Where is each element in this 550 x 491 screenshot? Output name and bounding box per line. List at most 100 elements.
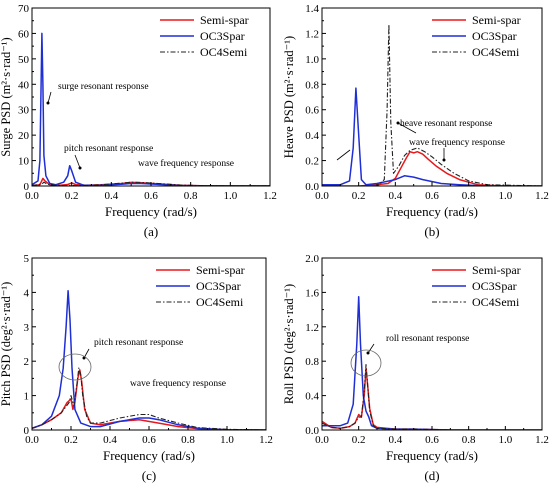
x-tick-label: 1.0: [498, 190, 512, 202]
x-tick-label: 0.2: [352, 190, 366, 202]
legend-oc3spar-label: OC3Spar: [472, 279, 517, 293]
annotation-arrowhead: [366, 351, 370, 355]
x-axis-title: Frequency (rad/s): [105, 204, 197, 219]
y-tick-label: 5: [24, 253, 30, 265]
x-axis-title: Frequency (rad/s): [103, 448, 195, 463]
legend-oc3spar-label: OC3Spar: [472, 29, 517, 43]
y-tick-label: 1.2: [305, 28, 319, 40]
y-tick-label: 2.0: [305, 253, 319, 265]
x-axis-title: Frequency (rad/s): [386, 204, 478, 219]
x-tick-label: 0.0: [25, 190, 39, 202]
annotation-leader: [47, 91, 52, 104]
series-oc4semi: [322, 23, 542, 186]
annotation-text: wave frequency response: [130, 378, 226, 389]
legend-oc3spar-label: OC3Spar: [200, 29, 245, 43]
x-tick-label: 0.0: [25, 434, 39, 446]
annotation-arrowhead: [396, 121, 400, 125]
x-tick-label: 0.2: [64, 434, 78, 446]
y-axis-title: Pitch PSD (deg²·s·rad⁻¹): [0, 282, 13, 407]
annotation-leader: [336, 149, 351, 161]
y-axis-title: Surge PSD (m²·s·rad⁻¹): [0, 37, 13, 156]
y-tick-label: 2: [24, 356, 30, 368]
y-tick-label: 50: [18, 54, 30, 66]
annotation-arrowhead: [82, 356, 86, 360]
legend-oc3spar-label: OC3Spar: [196, 279, 241, 293]
annotation-leader: [74, 154, 81, 169]
x-tick-label: 0.8: [184, 190, 198, 202]
y-tick-label: 10: [18, 156, 30, 168]
series-oc3spar: [32, 32, 270, 186]
chart-panel-2: 0.0 0.2 0.4 0.6 0.8 1.0 1.2 0.0 0.2 0.4 0.6 0.8 1.0 1…: [282, 3, 549, 239]
annotation-arrowhead: [46, 101, 50, 105]
y-tick-label: 1: [24, 391, 30, 403]
y-axis-title: Heave PSD (m²·s·rad⁻¹): [282, 36, 296, 158]
y-tick-label: 3: [24, 322, 30, 334]
x-tick-label: 0.8: [462, 190, 476, 202]
legend-oc4semi-label: OC4Semi: [472, 295, 520, 309]
y-tick-label: 70: [18, 3, 30, 15]
y-tick-label: 30: [18, 105, 30, 117]
x-tick-label: 0.6: [425, 190, 439, 202]
panel-label: (c): [142, 468, 156, 483]
annotation-arrowhead: [442, 158, 446, 162]
annotation-arrowhead: [78, 166, 82, 170]
annotation-leader: [367, 343, 375, 354]
y-tick-label: 0.0: [305, 181, 319, 193]
annotation-text: wave frequency response: [138, 158, 234, 169]
x-tick-label: 1.2: [535, 434, 549, 446]
x-tick-label: 1.2: [263, 190, 277, 202]
series-semi-spar: [322, 150, 542, 186]
chart-panel-1: 0.0 0.2 0.4 0.6 0.8 1.0 1.2 0 10 20 30 40 50 60 70 Freq…: [0, 3, 277, 239]
y-tick-label: 0.4: [305, 130, 319, 142]
legend-oc4semi-label: OC4Semi: [472, 45, 520, 59]
resonance-highlight-ellipse: [58, 353, 92, 381]
legend-semi-spar-label: Semi-spar: [472, 263, 521, 277]
y-tick-label: 0.2: [305, 156, 319, 168]
y-tick-label: 1.2: [305, 322, 319, 334]
annotation-text: pitch resonant response: [94, 338, 183, 348]
x-tick-label: 1.0: [223, 190, 237, 202]
x-axis-title: Frequency (rad/s): [386, 448, 478, 463]
x-tick-label: 1.0: [220, 434, 234, 446]
series-oc3spar: [322, 87, 542, 186]
y-tick-label: 0: [24, 425, 30, 437]
series-oc3spar: [322, 295, 542, 430]
annotation-text: surge resonant response: [58, 82, 149, 92]
series-oc3spar: [32, 289, 266, 430]
plot-area: [322, 295, 542, 430]
y-tick-label: 1.6: [305, 287, 319, 299]
x-tick-label: 1.0: [498, 434, 512, 446]
x-tick-label: 0.4: [388, 190, 402, 202]
x-tick-label: 1.2: [259, 434, 273, 446]
x-tick-label: 0.6: [425, 434, 439, 446]
legend-semi-spar-label: Semi-spar: [200, 13, 249, 27]
chart-panel-3: 0.0 0.2 0.4 0.6 0.8 1.0 1.2 0 1 2 3 4 5 Frequency (ra…: [0, 253, 273, 483]
legend-oc4semi-label: OC4Semi: [200, 45, 248, 59]
x-tick-label: 0.2: [352, 434, 366, 446]
y-tick-label: 40: [18, 79, 30, 91]
y-tick-label: 1.4: [305, 3, 319, 15]
x-tick-label: 0.4: [103, 434, 117, 446]
y-tick-label: 0.8: [305, 79, 319, 91]
x-tick-label: 1.2: [535, 190, 549, 202]
plot-area: [32, 289, 266, 430]
y-tick-label: 60: [18, 28, 30, 40]
panel-label: (d): [424, 468, 439, 483]
x-tick-label: 0.8: [462, 434, 476, 446]
plot-area: [32, 32, 270, 186]
y-tick-label: 0.8: [305, 356, 319, 368]
y-tick-label: 1.0: [305, 54, 319, 66]
y-tick-label: 20: [18, 130, 30, 142]
x-tick-label: 0.6: [142, 434, 156, 446]
annotation-text: heave resonant response: [400, 119, 492, 129]
legend-semi-spar-label: Semi-spar: [196, 263, 245, 277]
chart-panel-4: 0.0 0.2 0.4 0.6 0.8 1.0 1.2 0.0 0.4 0.8 1.2 1.6 2.0 F…: [282, 253, 549, 483]
x-tick-label: 0.4: [388, 434, 402, 446]
x-tick-label: 0.4: [104, 190, 118, 202]
y-axis-title: Roll PSD (deg²·s·rad⁻¹): [282, 284, 296, 404]
x-tick-label: 0.0: [315, 434, 329, 446]
y-tick-label: 0: [24, 181, 30, 193]
series-oc4semi: [32, 367, 266, 430]
resonance-highlight-ellipse: [350, 349, 382, 377]
